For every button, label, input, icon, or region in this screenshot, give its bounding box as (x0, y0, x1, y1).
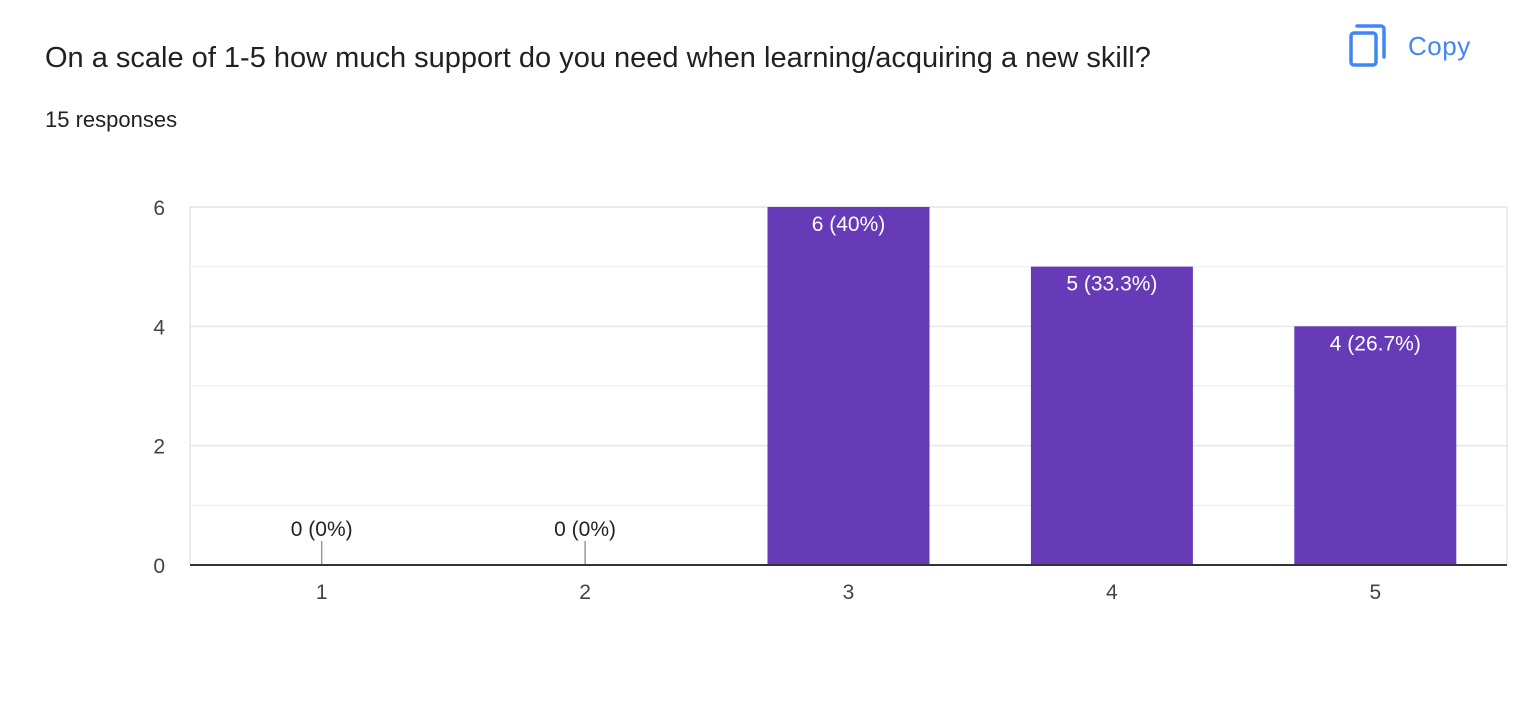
y-tick-label: 4 (153, 316, 165, 339)
copy-button[interactable]: Copy (1338, 22, 1481, 70)
bar-data-label: 6 (40%) (812, 213, 886, 236)
bar (1030, 266, 1193, 565)
bar (1294, 326, 1457, 565)
x-tick-label: 5 (1369, 581, 1381, 604)
copy-label: Copy (1408, 30, 1471, 61)
bar-data-label: 0 (0%) (291, 518, 353, 541)
x-tick-label: 2 (579, 581, 591, 604)
bar-data-label: 4 (26.7%) (1330, 332, 1421, 355)
bar-data-label: 0 (0%) (554, 518, 616, 541)
copy-icon (1349, 24, 1386, 67)
x-tick-label: 4 (1106, 581, 1118, 604)
bar-data-label: 5 (33.3%) (1066, 273, 1157, 296)
y-tick-label: 6 (153, 197, 165, 220)
bar (767, 207, 930, 565)
x-tick-label: 3 (843, 581, 855, 604)
question-title: On a scale of 1-5 how much support do yo… (45, 42, 1151, 74)
x-tick-label: 1 (316, 581, 328, 604)
response-count: 15 responses (45, 107, 178, 132)
y-tick-label: 2 (153, 436, 165, 459)
y-tick-label: 0 (153, 555, 165, 578)
